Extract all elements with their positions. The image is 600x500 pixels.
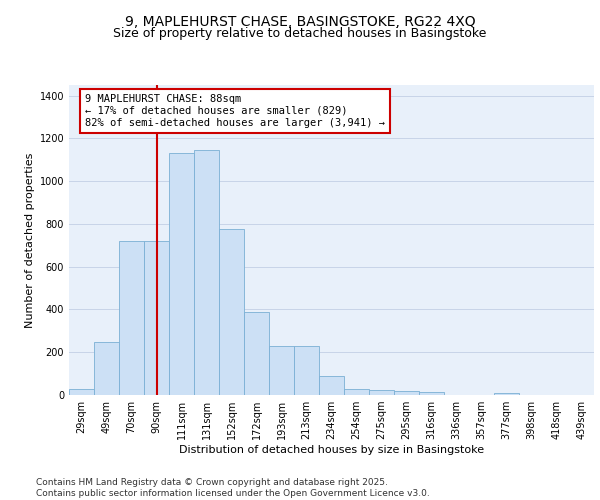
Text: Contains HM Land Registry data © Crown copyright and database right 2025.
Contai: Contains HM Land Registry data © Crown c… bbox=[36, 478, 430, 498]
Bar bbox=[269, 346, 294, 395]
Bar bbox=[344, 389, 369, 395]
Bar bbox=[219, 230, 244, 395]
Bar bbox=[119, 241, 144, 395]
Bar bbox=[169, 154, 194, 395]
Bar bbox=[394, 390, 419, 395]
Y-axis label: Number of detached properties: Number of detached properties bbox=[25, 152, 35, 328]
Bar bbox=[369, 390, 394, 395]
Bar bbox=[194, 150, 219, 395]
Text: 9, MAPLEHURST CHASE, BASINGSTOKE, RG22 4XQ: 9, MAPLEHURST CHASE, BASINGSTOKE, RG22 4… bbox=[125, 16, 475, 30]
Text: Size of property relative to detached houses in Basingstoke: Size of property relative to detached ho… bbox=[113, 28, 487, 40]
Bar bbox=[144, 241, 169, 395]
Text: 9 MAPLEHURST CHASE: 88sqm
← 17% of detached houses are smaller (829)
82% of semi: 9 MAPLEHURST CHASE: 88sqm ← 17% of detac… bbox=[85, 94, 385, 128]
Bar bbox=[69, 388, 94, 395]
Bar bbox=[244, 312, 269, 395]
Bar bbox=[94, 342, 119, 395]
Bar bbox=[319, 376, 344, 395]
Bar bbox=[494, 393, 519, 395]
X-axis label: Distribution of detached houses by size in Basingstoke: Distribution of detached houses by size … bbox=[179, 445, 484, 455]
Bar bbox=[419, 392, 444, 395]
Bar bbox=[294, 346, 319, 395]
